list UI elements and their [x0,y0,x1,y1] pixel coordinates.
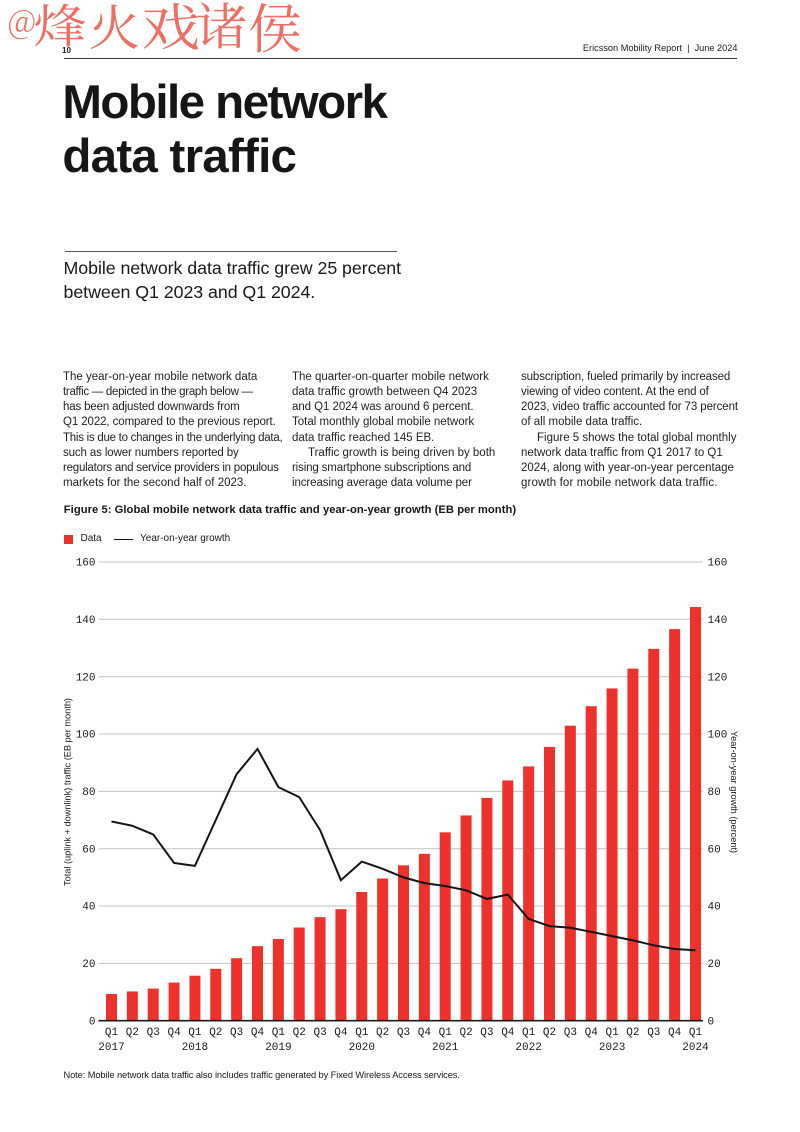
svg-text:2020: 2020 [349,1042,375,1054]
svg-text:Q1: Q1 [355,1027,369,1039]
svg-text:Q2: Q2 [626,1027,639,1039]
svg-text:40: 40 [708,902,721,914]
svg-text:60: 60 [708,844,721,856]
svg-text:Q4: Q4 [668,1027,682,1039]
svg-text:100: 100 [708,730,728,742]
svg-text:80: 80 [708,787,721,799]
svg-text:2023: 2023 [599,1042,625,1054]
svg-text:2024: 2024 [682,1042,709,1054]
svg-text:160: 160 [76,558,96,570]
svg-text:Q1: Q1 [605,1027,619,1039]
svg-text:0: 0 [708,1016,715,1028]
svg-text:Q2: Q2 [293,1027,306,1039]
svg-text:Q4: Q4 [585,1027,599,1039]
svg-text:Q2: Q2 [459,1027,472,1039]
svg-text:Q1: Q1 [522,1027,536,1039]
svg-text:Q3: Q3 [480,1027,493,1039]
svg-text:Q1: Q1 [272,1027,286,1039]
svg-text:2022: 2022 [515,1042,541,1054]
svg-text:Q4: Q4 [418,1027,432,1039]
svg-text:Q1: Q1 [105,1027,119,1039]
svg-text:Q3: Q3 [647,1027,660,1039]
svg-text:140: 140 [708,615,728,627]
svg-text:Q1: Q1 [689,1027,703,1039]
svg-text:Q3: Q3 [230,1027,243,1039]
svg-text:140: 140 [76,615,96,627]
svg-text:Total (uplink + downlink) traf: Total (uplink + downlink) traffic (EB pe… [63,698,73,886]
svg-text:40: 40 [82,902,95,914]
svg-text:Q2: Q2 [543,1027,556,1039]
svg-text:Q2: Q2 [376,1027,389,1039]
svg-text:Q2: Q2 [209,1027,222,1039]
svg-text:100: 100 [76,730,96,742]
svg-text:Year-on-year growth (percent): Year-on-year growth (percent) [729,731,739,853]
svg-text:Q3: Q3 [147,1027,160,1039]
svg-text:2018: 2018 [182,1042,208,1054]
svg-text:60: 60 [82,844,95,856]
svg-text:Q4: Q4 [501,1027,515,1039]
svg-text:2019: 2019 [265,1042,291,1054]
svg-text:Q3: Q3 [397,1027,410,1039]
svg-text:Q2: Q2 [126,1027,139,1039]
svg-text:2017: 2017 [98,1042,124,1054]
svg-text:Q3: Q3 [313,1027,326,1039]
svg-text:160: 160 [708,558,728,570]
svg-text:20: 20 [82,959,95,971]
svg-text:20: 20 [708,959,721,971]
svg-text:Q4: Q4 [251,1027,265,1039]
svg-text:Q4: Q4 [167,1027,181,1039]
svg-text:Q1: Q1 [439,1027,453,1039]
svg-text:Q1: Q1 [188,1027,202,1039]
svg-text:120: 120 [708,672,728,684]
svg-text:Q4: Q4 [334,1027,348,1039]
svg-text:0: 0 [89,1016,96,1028]
svg-text:80: 80 [82,787,95,799]
svg-text:2021: 2021 [432,1042,459,1054]
svg-text:120: 120 [76,672,96,684]
svg-text:Q3: Q3 [564,1027,577,1039]
